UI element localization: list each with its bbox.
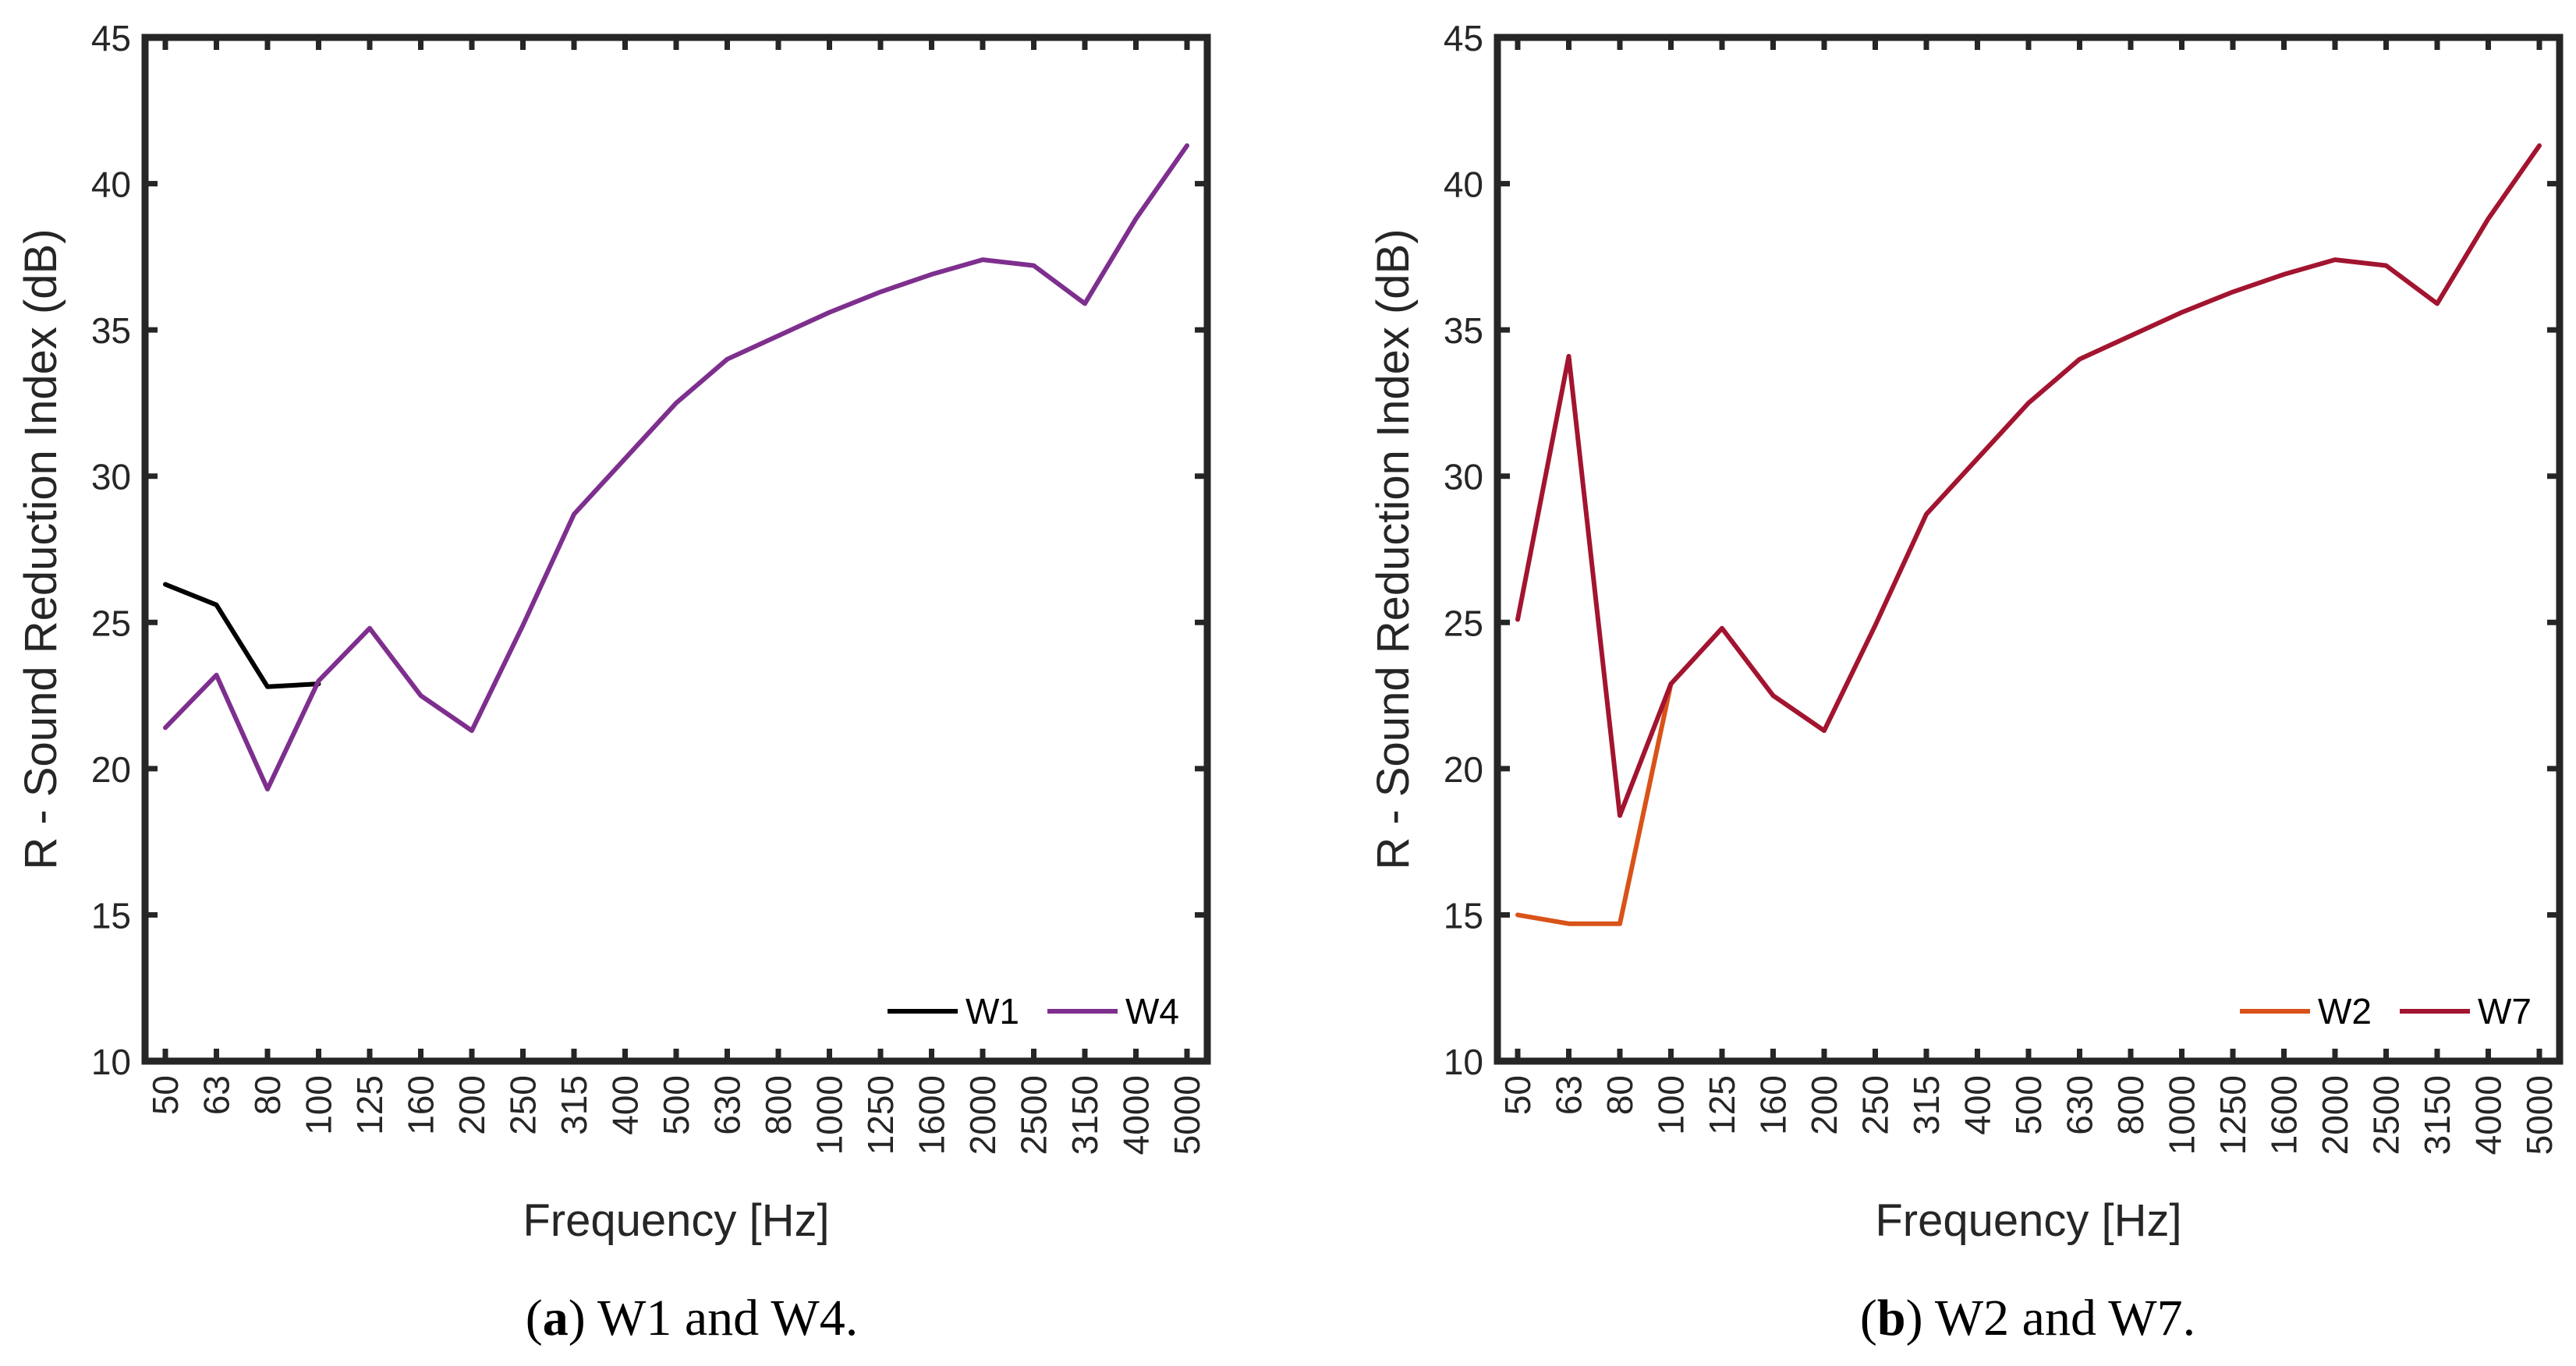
y-tick-label: 35 xyxy=(91,310,131,351)
x-tick-label: 80 xyxy=(1600,1075,1640,1115)
x-tick-label: 400 xyxy=(605,1075,646,1135)
x-tick-label: 100 xyxy=(299,1075,339,1135)
x-tick-label: 200 xyxy=(1804,1075,1844,1135)
x-tick-label: 160 xyxy=(1753,1075,1794,1135)
x-tick-label: 50 xyxy=(145,1075,186,1115)
x-tick-label: 1250 xyxy=(2213,1075,2253,1155)
caption-panel-letter: a xyxy=(543,1290,569,1347)
x-tick-label: 2500 xyxy=(2366,1075,2407,1155)
x-axis-title: Frequency [Hz] xyxy=(523,1195,829,1246)
x-tick-label: 315 xyxy=(554,1075,594,1135)
y-tick-label: 20 xyxy=(1444,749,1483,790)
y-tick-label: 25 xyxy=(1444,603,1483,643)
y-tick-label: 15 xyxy=(1444,895,1483,936)
series-line-w7 xyxy=(1515,143,2542,818)
legend-label-w1: W1 xyxy=(966,991,1019,1032)
caption-paren-open: ( xyxy=(526,1290,543,1347)
y-tick-label: 25 xyxy=(91,603,131,643)
x-tick-label: 630 xyxy=(707,1075,748,1135)
series-line-w1 xyxy=(163,582,321,689)
x-tick-label: 125 xyxy=(349,1075,390,1135)
legend-label-w7: W7 xyxy=(2478,991,2532,1032)
plot-area-frame xyxy=(141,34,1211,1065)
y-tick-label: 20 xyxy=(91,749,131,790)
plot-area-frame xyxy=(1494,34,2564,1065)
y-axis-title: R - Sound Reduction Index (dB) xyxy=(1368,228,1419,869)
y-tick-label: 30 xyxy=(1444,457,1483,497)
x-tick-label: 160 xyxy=(401,1075,441,1135)
x-tick-label: 630 xyxy=(2060,1075,2100,1135)
x-tick-label: 100 xyxy=(1651,1075,1692,1135)
caption-paren-open: ( xyxy=(1860,1290,1877,1347)
x-tick-label: 500 xyxy=(2008,1075,2049,1135)
x-tick-label: 3150 xyxy=(1065,1075,1105,1155)
legend-label-w4: W4 xyxy=(1125,991,1179,1032)
x-tick-label: 1600 xyxy=(912,1075,952,1155)
panel-caption: (a) W1 and W4. xyxy=(526,1290,858,1347)
y-tick-label: 45 xyxy=(91,18,131,58)
x-tick-label: 250 xyxy=(1855,1075,1896,1135)
y-tick-label: 15 xyxy=(91,895,131,936)
caption-paren-close: ) xyxy=(1906,1290,1935,1347)
x-tick-label: 5000 xyxy=(1167,1075,1207,1155)
x-tick-label: 3150 xyxy=(2417,1075,2457,1155)
y-tick-label: 35 xyxy=(1444,310,1483,351)
y-tick-label: 10 xyxy=(91,1042,131,1082)
caption-text: W2 and W7. xyxy=(1935,1290,2195,1347)
x-tick-label: 1250 xyxy=(860,1075,901,1155)
y-tick-label: 45 xyxy=(1444,18,1483,58)
x-tick-label: 500 xyxy=(656,1075,696,1135)
x-tick-label: 800 xyxy=(758,1075,799,1135)
x-tick-label: 4000 xyxy=(2468,1075,2509,1155)
x-tick-label: 63 xyxy=(197,1075,237,1115)
y-axis-title: R - Sound Reduction Index (dB) xyxy=(16,228,66,869)
x-tick-label: 1000 xyxy=(2162,1075,2202,1155)
x-tick-label: 80 xyxy=(247,1075,288,1115)
caption-panel-letter: b xyxy=(1877,1290,1906,1347)
x-tick-label: 400 xyxy=(1958,1075,1998,1135)
x-tick-label: 2500 xyxy=(1014,1075,1054,1155)
x-tick-label: 63 xyxy=(1549,1075,1589,1115)
y-tick-label: 40 xyxy=(91,165,131,205)
x-tick-label: 800 xyxy=(2110,1075,2151,1135)
legend-label-w2: W2 xyxy=(2318,991,2372,1032)
x-tick-label: 1600 xyxy=(2264,1075,2305,1155)
y-tick-label: 10 xyxy=(1444,1042,1483,1082)
x-tick-label: 1000 xyxy=(810,1075,850,1155)
x-tick-label: 125 xyxy=(1702,1075,1742,1135)
x-tick-label: 4000 xyxy=(1116,1075,1157,1155)
y-tick-label: 30 xyxy=(91,457,131,497)
y-tick-label: 40 xyxy=(1444,165,1483,205)
x-tick-label: 50 xyxy=(1497,1075,1538,1115)
x-tick-label: 250 xyxy=(503,1075,544,1135)
series-line-w2 xyxy=(1515,681,1674,926)
x-tick-label: 200 xyxy=(452,1075,492,1135)
caption-paren-close: ) xyxy=(569,1290,597,1347)
x-axis-title: Frequency [Hz] xyxy=(1875,1195,2181,1246)
x-tick-label: 2000 xyxy=(2315,1075,2355,1155)
panel-caption: (b) W2 and W7. xyxy=(1860,1290,2195,1347)
caption-text: W1 and W4. xyxy=(597,1290,858,1347)
x-tick-label: 2000 xyxy=(962,1075,1003,1155)
x-tick-label: 5000 xyxy=(2519,1075,2560,1155)
x-tick-label: 315 xyxy=(1906,1075,1947,1135)
series-line-w4 xyxy=(163,143,1189,792)
